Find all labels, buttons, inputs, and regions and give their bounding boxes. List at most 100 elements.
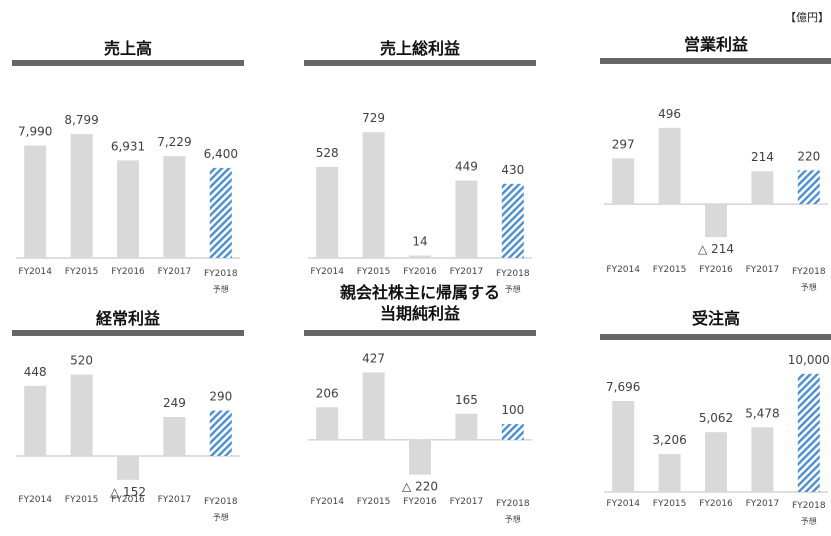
- x-tick-label: FY2017: [450, 497, 484, 507]
- forecast-bar: [501, 424, 524, 440]
- x-tick-label: FY2015: [65, 495, 99, 505]
- x-tick-label: FY2017: [158, 495, 192, 505]
- chart-title: 売上高: [12, 38, 244, 59]
- bar: [24, 145, 47, 258]
- x-tick-label: FY2014: [310, 267, 344, 277]
- data-label: 6,400: [204, 147, 238, 161]
- x-tick-label: FY2018: [204, 269, 238, 279]
- x-tick-label: FY2016: [111, 495, 145, 505]
- data-label: △ 214: [698, 242, 734, 256]
- x-tick-label: FY2017: [158, 267, 192, 277]
- x-tick-label: FY2016: [111, 267, 145, 277]
- x-tick-label: FY2015: [65, 267, 99, 277]
- forecast-note: 予想: [801, 516, 817, 526]
- chart-title: 受注高: [600, 308, 831, 329]
- bar: [409, 255, 431, 258]
- bar: [658, 127, 681, 205]
- data-label: 14: [412, 235, 427, 249]
- bar: [316, 166, 339, 258]
- chart-panel-operating-income: 営業利益 297 FY2014 496 FY2015 △ 214 FY2016 214 FY20…: [600, 28, 831, 302]
- data-label: 520: [70, 354, 93, 368]
- x-tick-label: FY2014: [606, 265, 640, 275]
- x-tick-label: FY2014: [18, 495, 52, 505]
- x-tick-label: FY2014: [18, 267, 52, 277]
- chart-panel-sales: 売上高 7,990 FY2014 8,799 FY2015 6,931 FY2016 7,22…: [12, 30, 244, 304]
- x-tick-label: FY2017: [746, 499, 780, 509]
- bar: [316, 407, 339, 440]
- data-label: 528: [316, 146, 339, 160]
- data-label: △ 220: [402, 480, 438, 494]
- bar: [751, 171, 774, 205]
- data-label: 6,931: [111, 139, 145, 153]
- chart-title: 売上総利益: [304, 38, 536, 59]
- chart-panel-net-income: 親会社株主に帰属する 当期純利益 206 FY2014 427 FY2015 △ 220 FY…: [304, 282, 536, 534]
- forecast-note: 予想: [505, 284, 521, 294]
- data-label: 430: [501, 163, 524, 177]
- chart-panel-gross-profit: 売上総利益 528 FY2014 729 FY2015 14 FY2016 449 FY2017…: [304, 30, 536, 304]
- chart-title-line: 当期純利益: [379, 304, 460, 323]
- forecast-note: 予想: [213, 512, 229, 522]
- forecast-bar: [209, 167, 232, 258]
- title-underline: [600, 334, 831, 340]
- bar: [24, 385, 47, 456]
- x-tick-label: FY2015: [653, 265, 687, 275]
- x-tick-label: FY2017: [450, 267, 484, 277]
- data-label: 7,696: [606, 380, 640, 394]
- x-tick-label: FY2018: [792, 267, 826, 277]
- bar-chart: 528 FY2014 729 FY2015 14 FY2016 449 FY2017 430 FY…: [308, 111, 532, 294]
- bar-chart: 297 FY2014 496 FY2015 △ 214 FY2016 214 FY2017 22…: [604, 107, 828, 292]
- data-label: △ 152: [110, 485, 146, 499]
- x-tick-label: FY2018: [792, 501, 826, 511]
- chart-title-line: 受注高: [691, 309, 740, 328]
- forecast-bar: [797, 170, 820, 205]
- data-label: 7,229: [157, 135, 191, 149]
- chart-title: 営業利益: [600, 34, 831, 55]
- bar: [117, 455, 139, 480]
- data-label: 3,206: [652, 433, 686, 447]
- title-underline: [600, 58, 831, 64]
- x-tick-label: FY2016: [403, 497, 437, 507]
- data-label: 206: [316, 386, 339, 400]
- data-label: 100: [501, 403, 524, 417]
- bar: [705, 204, 727, 238]
- bar-chart: 7,990 FY2014 8,799 FY2015 6,931 FY2016 7,229 FY…: [16, 113, 240, 294]
- data-label: 7,990: [18, 124, 52, 138]
- data-label: 5,062: [699, 411, 733, 425]
- chart-title: 経常利益: [12, 308, 244, 329]
- x-tick-label: FY2016: [699, 265, 733, 275]
- bar: [163, 156, 186, 258]
- bar-chart: 7,696 FY2014 3,206 FY2015 5,062 FY2016 5,478 FY…: [604, 353, 830, 526]
- x-tick-label: FY2014: [310, 497, 344, 507]
- unit-label: 【億円】: [785, 11, 829, 24]
- chart-title-line: 売上高: [103, 39, 152, 58]
- bar: [70, 134, 93, 258]
- data-label: 8,799: [64, 113, 98, 127]
- x-tick-label: FY2014: [606, 499, 640, 509]
- bar: [362, 132, 385, 258]
- data-label: 496: [658, 107, 681, 121]
- data-label: 729: [362, 111, 385, 125]
- chart-title-line: 営業利益: [683, 35, 748, 54]
- data-label: 290: [209, 390, 232, 404]
- bar: [117, 160, 139, 258]
- chart-title-line: 経常利益: [95, 309, 160, 328]
- data-label: 297: [612, 137, 635, 151]
- bar: [612, 401, 635, 492]
- bar: [455, 180, 478, 258]
- chart-panel-ordinary-income: 経常利益 448 FY2014 520 FY2015 △ 152 FY2016 249 FY20…: [12, 300, 244, 532]
- forecast-bar: [209, 410, 232, 456]
- bar: [705, 432, 727, 492]
- x-tick-label: FY2016: [403, 267, 437, 277]
- data-label: 427: [362, 351, 385, 365]
- x-tick-label: FY2018: [496, 269, 530, 279]
- chart-title-line: 売上総利益: [379, 39, 460, 58]
- data-label: 220: [797, 149, 820, 163]
- bar: [409, 439, 431, 475]
- x-tick-label: FY2017: [746, 265, 780, 275]
- bar: [455, 413, 478, 440]
- chart-title: 親会社株主に帰属する 当期純利益: [304, 282, 536, 324]
- data-label: 165: [455, 393, 478, 407]
- data-label: 214: [751, 150, 774, 164]
- forecast-note: 予想: [801, 282, 817, 292]
